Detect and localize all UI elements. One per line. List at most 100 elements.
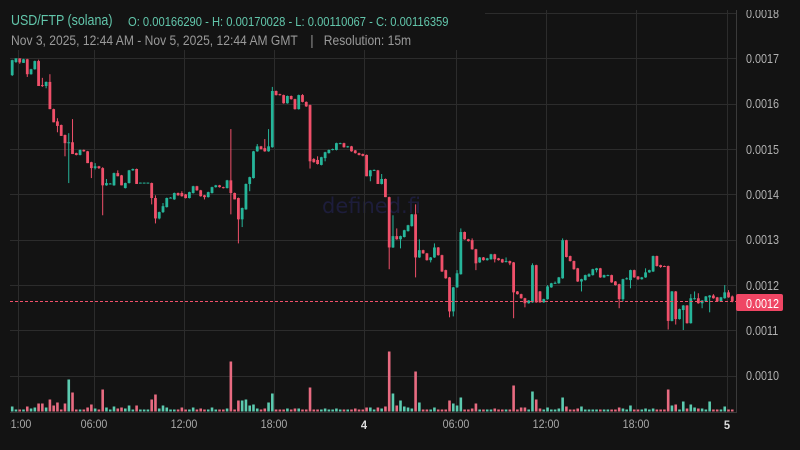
volume-bar — [644, 408, 647, 412]
candle-body — [123, 183, 127, 189]
volume-bar — [10, 406, 14, 412]
candle-body — [195, 186, 199, 191]
candle-body — [580, 279, 583, 282]
volume-bar — [433, 407, 436, 412]
candle-down — [666, 265, 670, 330]
candle-body — [542, 299, 546, 303]
candle-body — [666, 266, 670, 321]
candle-down — [696, 293, 700, 304]
ohlc-high-value: 0.00170028 — [226, 14, 286, 29]
candle-up — [399, 235, 402, 249]
candle-down — [293, 98, 297, 110]
candle-down — [365, 154, 368, 177]
candle-body — [323, 152, 327, 159]
volume-bar — [304, 409, 308, 412]
candle-body — [176, 193, 180, 196]
candle-body — [25, 59, 29, 75]
candle-body — [14, 58, 18, 62]
volume-bar — [568, 409, 572, 412]
candle-body — [482, 257, 485, 261]
volume-bar — [376, 407, 380, 412]
candle-down — [685, 305, 689, 324]
volume-bar — [350, 409, 353, 412]
candle-body — [233, 193, 237, 200]
price-axis[interactable]: 0.0018 0.0017 0.0016 0.0015 0.0014 0.001… — [736, 10, 800, 412]
candle-up — [451, 286, 455, 317]
candle-body — [625, 278, 629, 280]
candle-body — [429, 257, 433, 261]
candle-body — [621, 279, 625, 300]
candle-up — [681, 305, 685, 330]
candle-down — [150, 182, 154, 205]
candle-body — [304, 101, 308, 107]
candle-up — [417, 239, 421, 258]
candle-body — [629, 270, 632, 281]
candle-body — [723, 292, 727, 299]
candle-down — [233, 192, 237, 200]
volume-bar — [293, 408, 297, 412]
volume-bar — [587, 409, 591, 412]
candle-body — [606, 275, 610, 277]
volume-bar — [44, 407, 48, 412]
candle-down — [221, 186, 225, 189]
candle-body — [301, 95, 304, 102]
ohlc-separator: - — [205, 14, 209, 29]
candle-up — [161, 203, 165, 213]
candle-up — [527, 300, 531, 304]
volume-series — [10, 351, 734, 412]
volume-bar — [504, 409, 508, 412]
volume-bar — [78, 409, 82, 412]
volume-bar — [425, 409, 429, 412]
candle-body — [455, 273, 459, 288]
candle-down — [203, 194, 206, 200]
candle-down — [727, 290, 730, 298]
volume-bar — [139, 409, 142, 412]
ohlc-open-value: 0.00166290 — [142, 14, 203, 29]
candle-body — [278, 94, 282, 96]
volume-bar — [184, 409, 187, 412]
candle-up — [146, 182, 150, 184]
volume-bar — [52, 405, 55, 412]
time-axis-day-label: 5 — [723, 418, 730, 432]
candle-body — [414, 214, 417, 258]
candle-body — [252, 151, 255, 179]
candle-down — [466, 238, 470, 242]
grid — [10, 10, 736, 412]
candle-down — [218, 184, 221, 188]
volume-bar — [180, 407, 184, 412]
candle-body — [365, 154, 368, 177]
candle-body — [534, 265, 538, 303]
candle-body — [451, 287, 455, 312]
candle-down — [474, 248, 478, 271]
candle-body — [221, 187, 225, 189]
candle-body — [331, 149, 335, 151]
resolution-value: 15m — [387, 32, 412, 49]
volume-bar — [546, 407, 549, 412]
chart-legend: USD/FTP (solana) O: 0.00166290 - H: 0.00… — [0, 0, 485, 50]
candle-body — [10, 60, 14, 76]
volume-bar — [727, 409, 730, 412]
candle-down — [515, 290, 519, 295]
candle-body — [184, 194, 188, 199]
candle-up — [29, 68, 33, 75]
candle-body — [493, 254, 497, 260]
candle-body — [157, 212, 161, 219]
volume-bar — [384, 406, 387, 412]
candle-body — [150, 183, 154, 199]
candle-body — [715, 297, 719, 302]
volume-bar — [169, 409, 172, 412]
volume-bar — [712, 409, 715, 412]
time-axis[interactable]: 01:00 06:00 12:00 18:00 4 06:00 12:00 18… — [10, 412, 736, 450]
candle-up — [67, 133, 71, 184]
candle-up — [531, 263, 534, 303]
volume-bar — [165, 407, 169, 412]
candle-up — [210, 186, 214, 194]
candle-up — [504, 257, 508, 263]
candle-up — [640, 276, 644, 280]
candle-down — [572, 260, 576, 270]
volume-bar — [553, 409, 557, 412]
volume-bar — [685, 408, 689, 412]
volume-bar — [289, 409, 293, 412]
time-axis-label: 18:00 — [260, 419, 288, 431]
